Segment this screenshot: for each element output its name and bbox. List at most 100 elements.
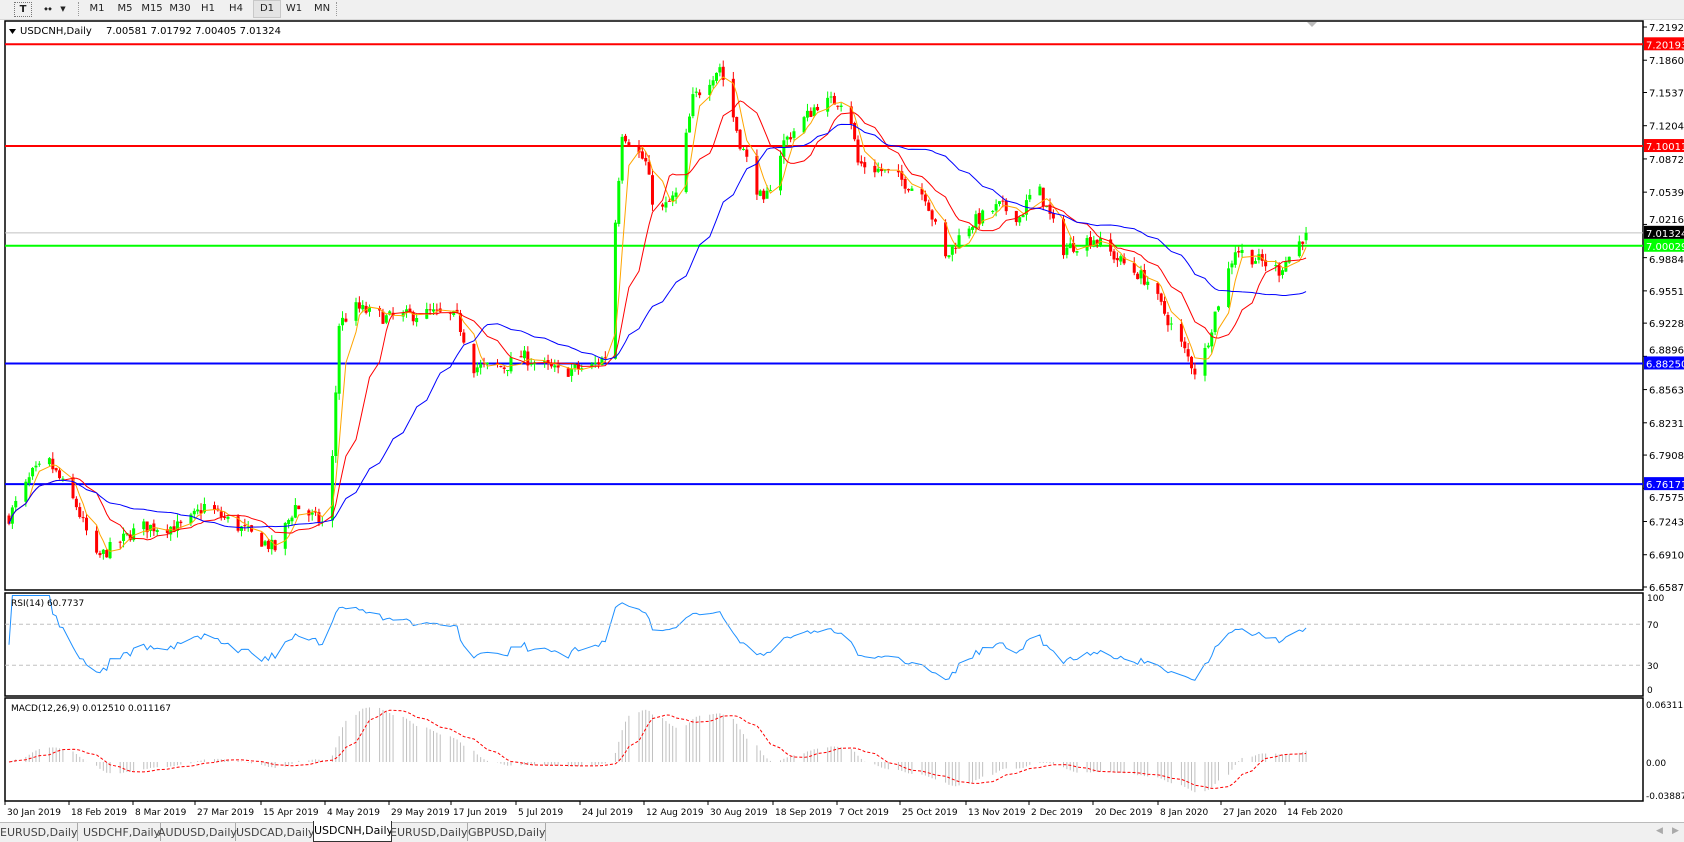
bull-candle [31, 467, 35, 477]
price-tick-label: 6.95515 [1649, 287, 1684, 298]
bull-candle [600, 357, 604, 366]
bear-candle [179, 521, 183, 524]
bull-candle [543, 360, 547, 362]
bear-candle [667, 200, 671, 202]
timeframe-h1[interactable]: H1 [201, 3, 215, 14]
timeframe-h4[interactable]: H4 [229, 3, 243, 14]
bull-candle [290, 517, 294, 522]
bull-candle [101, 549, 105, 554]
dropdown-arrow-icon[interactable]: ▼ [60, 5, 66, 13]
main-chart-panel[interactable] [4, 20, 1644, 591]
chart-tab[interactable]: AUDUSD,Daily [158, 823, 237, 841]
bull-candle [293, 505, 297, 518]
price-tick-label: 7.02165 [1649, 215, 1684, 226]
line-tools-icon[interactable]: ⬩⬩ [44, 2, 52, 15]
bear-candle [661, 204, 665, 207]
bear-candle [735, 116, 739, 131]
bear-candle [1122, 257, 1126, 264]
bull-candle [994, 204, 998, 211]
price-tick-label: 6.72430 [1649, 518, 1684, 529]
bull-candle [829, 96, 833, 98]
rsi-panel[interactable] [4, 592, 1644, 697]
timeframe-toolbar: T ⬩⬩ ▼ M1 M5 M15 M30 H1 H4 D1 W1 MN [0, 0, 1684, 20]
bull-candle [950, 246, 954, 255]
bull-candle [148, 524, 152, 531]
bull-candle [132, 528, 136, 541]
date-label: 15 Apr 2019 [263, 808, 319, 818]
bear-candle [364, 305, 368, 313]
timeframe-m15[interactable]: M15 [141, 3, 163, 14]
bear-candle [408, 308, 412, 313]
chart-tab[interactable]: USDCHF,Daily [83, 823, 161, 841]
bear-candle [809, 110, 813, 117]
bull-candle [664, 202, 668, 208]
bull-candle [239, 526, 243, 531]
bull-candle [361, 304, 365, 310]
scroll-right-icon[interactable]: ▶ [1672, 826, 1679, 836]
bull-candle [593, 362, 597, 364]
bull-candle [1021, 214, 1025, 218]
timeframe-m30[interactable]: M30 [169, 3, 191, 14]
bull-candle [475, 367, 479, 373]
level-price-badge [1644, 238, 1684, 252]
collapse-triangle-icon[interactable] [9, 29, 16, 34]
timeframe-mn[interactable]: MN [313, 3, 331, 14]
chart-tab[interactable]: USDCNH,Daily [313, 821, 393, 842]
bull-candle [330, 455, 334, 521]
chart-tab[interactable]: USDCAD,Daily [236, 823, 315, 841]
chart-tab[interactable]: GBPUSD,Daily [468, 823, 546, 841]
bull-candle [590, 364, 594, 368]
chart-tab[interactable]: EURUSD,Daily [390, 823, 468, 841]
bull-candle [202, 503, 206, 513]
scroll-left-icon[interactable]: ◀ [1656, 826, 1663, 836]
bear-candle [519, 356, 523, 358]
timeframe-w1[interactable]: W1 [285, 3, 303, 14]
bull-candle [573, 364, 577, 368]
bear-candle [81, 517, 85, 519]
macd-panel[interactable] [4, 697, 1644, 802]
text-tool-icon[interactable]: T [14, 2, 32, 17]
bear-candle [896, 170, 900, 173]
bull-candle [310, 512, 314, 515]
chart-header-ohlc: 7.00581 7.01792 7.00405 7.01324 [106, 26, 281, 37]
bear-candle [455, 309, 459, 312]
chart-tab[interactable]: EURUSD,Daily [0, 823, 78, 841]
timeframe-m5[interactable]: M5 [117, 3, 133, 14]
price-tick-label: 6.82310 [1649, 419, 1684, 430]
bear-candle [556, 365, 560, 368]
price-tick-label: 6.79080 [1649, 451, 1684, 462]
bull-candle [967, 228, 971, 237]
bull-candle [175, 521, 179, 531]
bull-candle [570, 368, 574, 376]
bear-candle [1048, 204, 1052, 214]
bull-candle [688, 116, 692, 133]
bull-candle [991, 211, 995, 213]
macd-signal-line [8, 709, 1307, 789]
bear-candle [105, 550, 109, 558]
timeframe-m1[interactable]: M1 [89, 3, 105, 14]
chart-shift-marker-icon[interactable] [1307, 22, 1317, 27]
date-label: 4 May 2019 [327, 808, 380, 818]
bear-candle [266, 540, 270, 549]
rsi-tick-label: 100 [1647, 594, 1664, 604]
timeframe-d1[interactable]: D1 [253, 0, 281, 18]
bull-candle [620, 136, 624, 181]
date-label: 2 Dec 2019 [1031, 808, 1083, 818]
bull-candle [671, 195, 675, 202]
bear-candle [1190, 356, 1194, 369]
bear-candle [549, 363, 553, 367]
bull-candle [741, 148, 745, 150]
bear-candle [74, 498, 78, 508]
bull-candle [1304, 232, 1308, 241]
bear-candle [243, 525, 247, 527]
bear-candle [859, 161, 863, 164]
level-price-badge [1644, 139, 1684, 153]
date-label: 18 Sep 2019 [775, 808, 832, 818]
bear-candle [297, 505, 301, 510]
bull-candle [947, 255, 951, 258]
bull-candle [910, 188, 914, 191]
bear-candle [944, 222, 948, 257]
rsi-tick-label: 0 [1647, 686, 1653, 696]
bull-candle [1038, 186, 1042, 196]
